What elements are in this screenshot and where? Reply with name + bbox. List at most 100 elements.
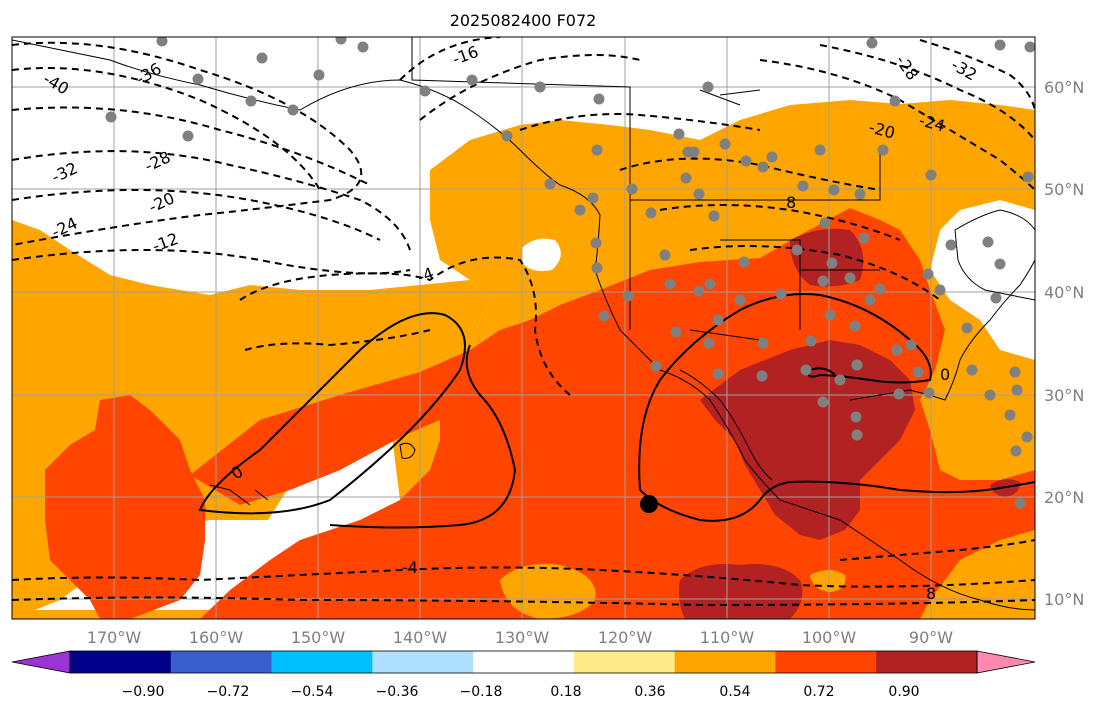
- station-dot: [1021, 431, 1033, 443]
- station-dot: [791, 244, 803, 256]
- station-dot: [912, 366, 924, 378]
- lat-label: 40°N: [1044, 283, 1084, 302]
- station-dot: [703, 337, 715, 349]
- contour-label: -4: [415, 263, 436, 286]
- station-dot: [851, 359, 863, 371]
- station-dot: [712, 314, 724, 326]
- station-dot: [994, 258, 1006, 270]
- lon-label: 90°W: [909, 628, 953, 647]
- colorbar-swatch: [70, 651, 172, 673]
- latitude-labels: 60°N 50°N 40°N 30°N 20°N 10°N: [1044, 78, 1084, 609]
- colorbar-swatch: [573, 651, 676, 673]
- colorbar-tick-label: −0.72: [207, 684, 250, 700]
- station-dot: [734, 294, 746, 306]
- station-dot: [757, 161, 769, 173]
- station-dot: [156, 37, 168, 47]
- station-dot: [598, 310, 610, 322]
- colorbar-tick-labels: −0.90 −0.72 −0.54 −0.36 −0.18 0.18 0.36 …: [122, 684, 920, 700]
- station-dot: [817, 275, 829, 287]
- lon-label: 110°W: [700, 628, 755, 647]
- colorbar-extend-low: [11, 650, 71, 674]
- station-dot: [814, 144, 826, 156]
- station-dot: [805, 335, 817, 347]
- station-dot: [1022, 171, 1034, 183]
- station-dot: [544, 178, 556, 190]
- lon-label: 140°W: [393, 628, 448, 647]
- station-dot: [834, 374, 846, 386]
- station-dot: [466, 74, 478, 86]
- station-dot: [824, 309, 836, 321]
- station-dot: [757, 337, 769, 349]
- station-dot: [826, 257, 838, 269]
- station-dot: [693, 188, 705, 200]
- station-dot: [877, 144, 889, 156]
- colorbar-tick-label: −0.90: [122, 684, 165, 700]
- station-dot: [287, 104, 299, 116]
- station-dot: [851, 429, 863, 441]
- station-dot: [650, 360, 662, 372]
- station-dot: [591, 262, 603, 274]
- station-dot: [945, 239, 957, 251]
- station-dot: [593, 93, 605, 105]
- lat-label: 60°N: [1044, 78, 1084, 97]
- contour-label: 8: [926, 584, 936, 603]
- lon-label: 120°W: [598, 628, 653, 647]
- station-dot: [893, 388, 905, 400]
- station-dot: [357, 41, 369, 53]
- station-dot: [590, 237, 602, 249]
- station-dot: [1014, 497, 1026, 509]
- colorbar-swatch: [674, 651, 776, 673]
- colorbar-tick-label: −0.54: [291, 684, 334, 700]
- colorbar-swatch: [775, 651, 877, 673]
- station-dot: [182, 130, 194, 142]
- map-title: 2025082400 F072: [450, 11, 597, 30]
- station-dot: [756, 370, 768, 382]
- station-dot: [702, 81, 714, 93]
- colorbar-swatch: [372, 651, 474, 673]
- station-dot: [934, 284, 946, 296]
- colorbar-swatch: [876, 651, 978, 673]
- map-frame: [11, 36, 1036, 620]
- station-dot: [591, 144, 603, 156]
- station-dot: [719, 138, 731, 150]
- station-dot: [708, 210, 720, 222]
- colorbar-tick-label: 0.72: [803, 684, 834, 700]
- lat-label: 30°N: [1044, 386, 1084, 405]
- colorbar-tick-label: 0.18: [550, 684, 581, 700]
- station-dot: [923, 387, 935, 399]
- station-dot: [1009, 366, 1021, 378]
- contour-label: -4: [402, 558, 418, 577]
- station-dot: [775, 288, 787, 300]
- colorbar-tick-label: 0.36: [634, 684, 665, 700]
- station-dot: [740, 155, 752, 167]
- lon-label: 130°W: [495, 628, 550, 647]
- station-dot: [501, 130, 513, 142]
- station-dot: [844, 272, 856, 284]
- station-dot: [828, 184, 840, 196]
- station-markers: [105, 37, 1035, 509]
- colorbar-swatch: [170, 651, 273, 673]
- station-dot: [534, 81, 546, 93]
- station-dot: [966, 364, 978, 376]
- station-dot: [849, 320, 861, 332]
- longitude-labels: 170°W 160°W 150°W 140°W 130°W 120°W 110°…: [87, 628, 953, 647]
- station-dot: [704, 278, 716, 290]
- station-dot: [664, 278, 676, 290]
- station-dot: [864, 294, 876, 306]
- station-dot: [688, 146, 700, 158]
- station-dot: [994, 39, 1006, 51]
- contour-label: 8: [786, 193, 796, 212]
- station-dot: [874, 283, 886, 295]
- station-dot: [889, 95, 901, 107]
- colorbar-swatch: [473, 651, 575, 673]
- station-dot: [245, 95, 257, 107]
- station-dot: [850, 411, 862, 423]
- colorbar-tick-label: −0.36: [376, 684, 419, 700]
- colorbar-tick-label: 0.54: [719, 684, 750, 700]
- station-dot: [673, 128, 685, 140]
- contour-label: 0: [940, 365, 950, 384]
- station-dot: [891, 344, 903, 356]
- station-dot: [1011, 384, 1023, 396]
- station-dot: [766, 151, 778, 163]
